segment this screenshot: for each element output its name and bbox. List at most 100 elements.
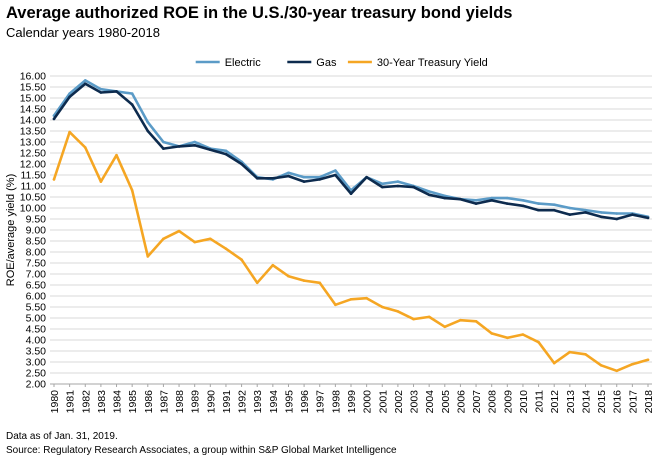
data-point [537,202,540,205]
data-point [115,153,118,157]
data-point [599,211,603,214]
data-point [427,190,431,193]
data-point [584,353,587,356]
x-tick-label: 1982 [80,390,92,414]
y-tick-label: 5.50 [26,302,47,314]
y-tick-label: 5.00 [26,313,47,325]
data-point [443,194,447,198]
data-point [115,90,118,93]
data-point [474,202,478,205]
data-point [568,213,572,216]
x-tick-label: 1986 [143,390,155,414]
y-tick-label: 2.00 [26,379,47,391]
data-point [646,216,650,220]
source-note: Source: Regulatory Research Associates, … [6,445,397,456]
y-tick-label: 8.00 [26,247,47,259]
x-tick-label: 1991 [221,390,233,414]
data-point [537,340,540,344]
data-point [162,147,165,150]
y-tick-label: 15.50 [20,82,46,94]
y-tick-label: 10.50 [20,192,46,204]
data-point [302,180,306,183]
data-point [177,229,181,233]
data-point [99,180,103,183]
data-point [255,177,259,180]
x-tick-label: 2008 [487,390,499,414]
y-tick-label: 11.50 [21,170,47,182]
x-tick-label: 2009 [502,390,514,414]
y-tick-label: 8.50 [26,236,47,248]
data-point [584,211,587,214]
data-point [396,184,400,188]
data-point [68,92,71,95]
data-point [365,296,368,300]
data-point [537,208,540,212]
data-point [584,208,587,212]
chart-title: Average authorized ROE in the U.S./30-ye… [6,4,513,22]
x-tick-label: 1999 [346,390,358,414]
x-tick-label: 1990 [205,390,217,414]
data-point [443,325,447,329]
y-tick-label: 2.50 [26,368,47,380]
legend-label: Electric [225,57,262,69]
x-tick-label: 1996 [299,390,311,414]
data-point [83,79,87,82]
y-tick-label: 11.00 [21,181,47,193]
x-tick-label: 2007 [471,390,483,414]
x-tick-label: 1985 [127,390,139,414]
x-tick-label: 2006 [455,390,467,414]
data-point [631,213,634,216]
chart-subtitle: Calendar years 1980-2018 [6,25,160,40]
data-point [193,240,196,244]
x-tick-label: 1998 [330,390,342,414]
data-point [146,120,150,124]
data-point [99,87,103,91]
data-point [240,258,243,262]
data-point [224,247,228,250]
data-point [146,129,150,133]
data-point [506,202,509,205]
data-point [490,332,493,335]
data-point [162,140,165,144]
data-point [521,204,525,208]
x-tick-label: 2005 [440,390,452,414]
data-point [287,171,290,175]
data-date-note: Data as of Jan. 31, 2019. [6,431,118,442]
data-point [349,298,353,301]
data-point [521,333,525,336]
x-tick-label: 2011 [534,390,546,413]
series-line-electric [52,79,650,219]
y-tick-label: 13.00 [20,137,46,149]
y-tick-label: 14.50 [20,104,46,116]
data-point [287,274,290,278]
series-line-30-year-treasury-yield [52,130,650,373]
x-tick-label: 1980 [49,390,61,414]
data-point [412,185,415,189]
y-tick-label: 16.00 [20,71,46,83]
legend-label: Gas [316,57,337,69]
data-point [287,174,290,178]
data-point [506,196,509,200]
y-tick-label: 15.00 [20,93,46,105]
data-point [552,361,556,365]
data-point [459,197,462,201]
data-point [380,305,384,309]
y-tick-label: 9.00 [26,225,47,237]
x-tick-label: 1983 [96,390,108,414]
x-tick-label: 2016 [612,390,624,414]
y-axis-label: ROE/average yield (%) [5,174,17,287]
data-point [130,103,134,106]
series-line-gas [52,82,650,221]
x-tick-label: 1994 [268,390,280,414]
x-tick-label: 1993 [252,390,264,414]
data-point [68,95,71,99]
x-tick-label: 1988 [174,390,186,414]
y-tick-label: 3.00 [26,357,47,369]
data-point [427,315,431,319]
x-tick-label: 2018 [643,390,655,414]
y-tick-label: 3.50 [26,346,47,358]
data-point [474,320,478,323]
y-tick-label: 9.50 [26,214,47,226]
data-point [349,192,353,195]
x-tick-label: 1995 [283,390,295,414]
